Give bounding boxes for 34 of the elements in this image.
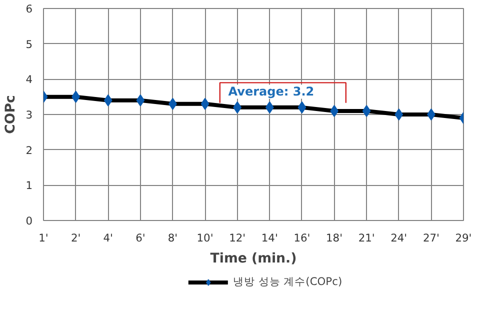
point: [265, 101, 274, 114]
y-tick-label: 2: [26, 144, 32, 157]
y-tick-label: 5: [26, 38, 32, 51]
point: [104, 94, 112, 106]
point: [298, 101, 306, 114]
annotation: Average: 3.2: [228, 84, 314, 99]
x-tick-label: 4': [103, 232, 113, 244]
x-tick-label: 21': [358, 232, 375, 244]
x-tick-label: 18': [326, 232, 343, 244]
y-tick-label: 0: [26, 214, 33, 228]
x-tick-label: 12': [229, 232, 246, 244]
x-tick-label: 29': [455, 232, 472, 244]
x-tick-label: 2': [70, 232, 81, 244]
x-tick-label: 10': [196, 232, 214, 244]
point: [233, 101, 242, 114]
x-tick-label: 24': [390, 232, 408, 244]
legend-label: 냉방 성능 계수(COPc): [232, 275, 342, 289]
point: [427, 108, 436, 120]
x-tick-label: 8': [168, 232, 178, 244]
y-tick-label: 3: [26, 108, 32, 122]
y-tick-label: 6: [26, 2, 33, 16]
x-tick-label: 16': [294, 232, 310, 244]
y-tick-label: 1: [26, 179, 32, 192]
x-axis-title: Time (min.): [210, 252, 297, 266]
x-tick-label: 14': [261, 232, 278, 244]
x-tick-label: 1': [38, 232, 48, 244]
x-tick-label: 6': [136, 232, 146, 244]
point: [394, 108, 404, 120]
y-axis-title: COPc: [4, 95, 19, 134]
x-tick-label: 27': [422, 232, 440, 244]
point: [362, 104, 371, 117]
point: [200, 98, 210, 110]
point: [136, 94, 145, 106]
y-tick-label: 4: [26, 73, 33, 86]
